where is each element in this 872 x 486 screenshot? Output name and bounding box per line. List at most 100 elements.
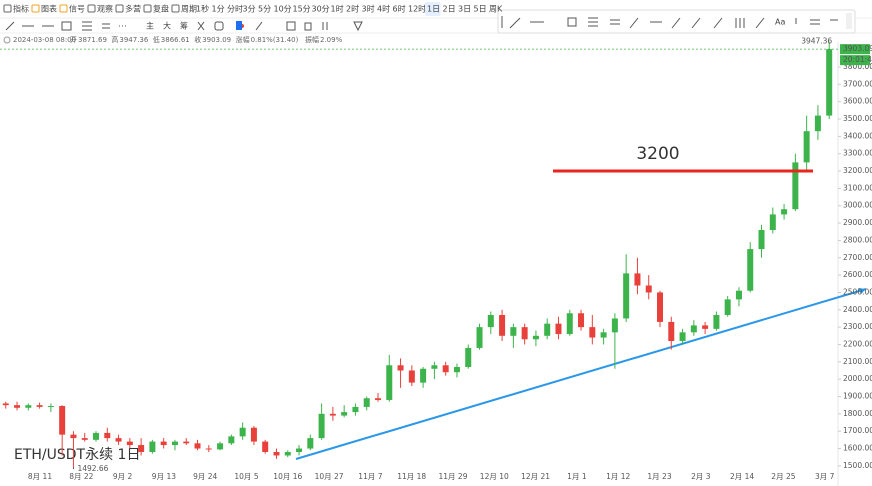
- interval[interactable]: 15分: [293, 5, 311, 14]
- x-tick-label: 1月 23: [647, 472, 671, 481]
- toolbar-item[interactable]: 指标: [13, 4, 29, 14]
- interval[interactable]: 1秒: [196, 4, 209, 14]
- candle-body: [14, 405, 21, 408]
- interval[interactable]: 1日: [427, 5, 440, 14]
- x-tick-label: 10月 16: [273, 472, 302, 481]
- candle-body: [702, 325, 709, 329]
- indicator-shortcut[interactable]: 筹: [180, 21, 188, 31]
- toolbar-item[interactable]: 图表: [41, 4, 57, 14]
- candle-body: [758, 230, 765, 250]
- tool-line[interactable]: [5, 21, 15, 31]
- candle-body: [814, 115, 821, 132]
- candle-body: [273, 451, 280, 456]
- interval[interactable]: 3分: [243, 5, 256, 14]
- candle-body: [589, 327, 596, 338]
- x-tick-label: 2月 14: [730, 472, 754, 481]
- interval[interactable]: 5日: [474, 5, 487, 14]
- high-label: 3947.36: [801, 36, 832, 45]
- info-label: 高: [111, 35, 118, 44]
- interval[interactable]: 2时: [346, 4, 359, 14]
- interval[interactable]: 3日: [458, 5, 471, 14]
- interval[interactable]: 分时: [227, 4, 243, 14]
- toolbar-icon: [3, 4, 12, 13]
- interval[interactable]: 6时: [393, 4, 406, 14]
- candle-body: [487, 314, 494, 328]
- popup-text-tool[interactable]: Aa: [775, 18, 785, 27]
- tool-copy[interactable]: [214, 21, 224, 31]
- candle-body: [183, 441, 190, 444]
- toolbar-item[interactable]: 信号: [69, 4, 85, 14]
- candle-body: [115, 438, 122, 442]
- candle-body: [431, 365, 438, 369]
- tool-magnet[interactable]: [286, 21, 296, 31]
- candle-body: [465, 347, 472, 368]
- tool-fib[interactable]: [82, 21, 92, 31]
- tool-pen[interactable]: [255, 21, 263, 31]
- candle-body: [532, 335, 539, 340]
- toolbar-icon: [59, 4, 68, 13]
- tool-rect[interactable]: [61, 21, 72, 31]
- x-tick-label: 9月 2: [113, 472, 133, 481]
- x-tick-label: 12月 10: [480, 472, 509, 481]
- interval[interactable]: 4时: [377, 4, 390, 14]
- candle-body: [476, 327, 483, 348]
- y-tick-label: 1500.00: [843, 461, 872, 470]
- indicator-shortcut[interactable]: 大: [163, 21, 171, 31]
- interval[interactable]: 30分: [312, 5, 330, 14]
- info-label: 振幅: [305, 35, 319, 44]
- y-tick-label: 3600.00: [843, 97, 872, 106]
- toolbar-item[interactable]: 周期: [181, 5, 197, 14]
- candle-body: [341, 412, 348, 416]
- candle-body: [555, 323, 562, 335]
- candle-body: [747, 249, 754, 291]
- candle-body: [713, 314, 720, 329]
- price-tag: [840, 44, 870, 55]
- interval[interactable]: 1分: [212, 5, 225, 14]
- info-value: 3866.61: [161, 36, 190, 44]
- candle-body: [769, 214, 776, 231]
- x-tick-label: 10月 5: [234, 472, 258, 481]
- tool-lock[interactable]: [304, 22, 312, 31]
- y-tick-label: 3700.00: [843, 79, 872, 88]
- y-tick-label: 3200.00: [843, 166, 872, 175]
- tool-eye[interactable]: [322, 22, 328, 30]
- candle-body: [600, 332, 607, 338]
- interval[interactable]: 2日: [443, 5, 456, 14]
- candle-body: [611, 318, 618, 333]
- tool-cross[interactable]: [197, 21, 205, 31]
- interval[interactable]: 5分: [258, 5, 271, 14]
- toolbar-item[interactable]: 观察: [97, 4, 113, 14]
- popup-icons[interactable]: [501, 16, 838, 29]
- interval[interactable]: 周K: [489, 5, 503, 14]
- info-value: 0.81%(31.40): [251, 36, 299, 44]
- indicator-shortcut[interactable]: 主: [146, 21, 154, 31]
- toolbar-item[interactable]: 多营: [125, 4, 141, 14]
- tool-channel[interactable]: [102, 23, 110, 29]
- interval[interactable]: 10分: [274, 5, 292, 14]
- drawing-popup: Aa: [497, 9, 856, 34]
- tool-save[interactable]: [236, 21, 242, 30]
- info-label: 开: [70, 36, 77, 44]
- candle-body: [104, 432, 111, 439]
- interval[interactable]: 1时: [331, 4, 344, 14]
- candle-body: [668, 321, 675, 342]
- x-tick-label: 8月 11: [28, 472, 52, 481]
- candle-body: [453, 367, 460, 373]
- y-tick-label: 3100.00: [843, 183, 872, 192]
- candle-body: [408, 370, 415, 383]
- toolbar-icon: [31, 4, 40, 13]
- candle-body: [544, 323, 551, 336]
- toolbar-item[interactable]: 复盘: [153, 4, 169, 14]
- info-toggle: [3, 36, 11, 44]
- interval[interactable]: 3时: [362, 4, 375, 14]
- candle-body: [386, 365, 393, 400]
- candle-body: [657, 292, 663, 322]
- level-label: 3200: [636, 144, 679, 164]
- candle-body: [228, 436, 235, 444]
- tool-filter[interactable]: [353, 21, 363, 32]
- y-tick-label: 2800.00: [843, 235, 872, 244]
- y-tick-label: 3500.00: [843, 114, 872, 123]
- interval[interactable]: 12时: [408, 4, 426, 14]
- candle-body: [803, 131, 810, 163]
